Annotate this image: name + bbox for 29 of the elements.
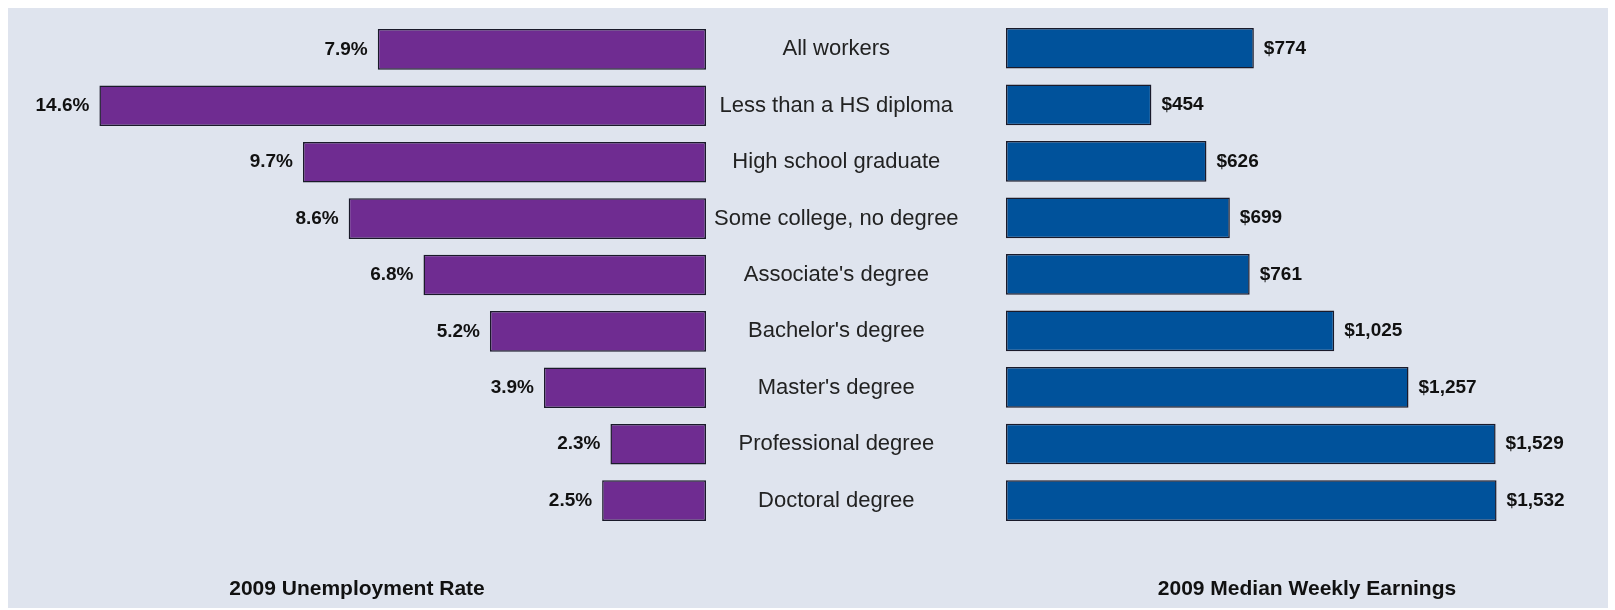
data-label: $699: [1239, 206, 1283, 228]
data-label: 3.9%: [490, 376, 535, 398]
x-axis-title: 2009 Unemployment Rate: [229, 576, 485, 600]
data-label: 8.6%: [295, 206, 339, 228]
y-tick-label: Professional degree: [738, 430, 935, 456]
x-axis-title: 2009 Median Weekly Earnings: [1157, 576, 1457, 600]
y-tick-label: Some college, no degree: [713, 204, 959, 230]
data-label: $1,532: [1506, 488, 1565, 510]
data-label: $626: [1216, 149, 1259, 171]
data-label: 9.7%: [249, 150, 294, 172]
data-label: $761: [1259, 262, 1303, 284]
y-tick-label: Less than a HS diploma: [719, 91, 954, 117]
data-label: $774: [1263, 36, 1307, 58]
y-tick-label: High school graduate: [732, 148, 941, 174]
data-label: $1,257: [1418, 375, 1477, 397]
data-label: 14.6%: [35, 94, 90, 116]
data-label: 5.2%: [436, 319, 481, 341]
data-label: $1,529: [1505, 432, 1564, 454]
data-label: 6.8%: [370, 263, 414, 285]
data-label: 2.5%: [548, 488, 593, 510]
y-tick-label: Bachelor's degree: [747, 317, 925, 343]
y-tick-label: All workers: [782, 35, 891, 61]
y-tick-label: Master's degree: [757, 373, 915, 399]
y-tick-label: Doctoral degree: [758, 486, 915, 512]
data-label: $1,025: [1344, 319, 1403, 341]
data-label: 7.9%: [324, 37, 368, 59]
data-label: 2.3%: [557, 432, 601, 454]
data-label: $454: [1161, 93, 1205, 115]
y-tick-label: Associate's degree: [743, 261, 929, 287]
